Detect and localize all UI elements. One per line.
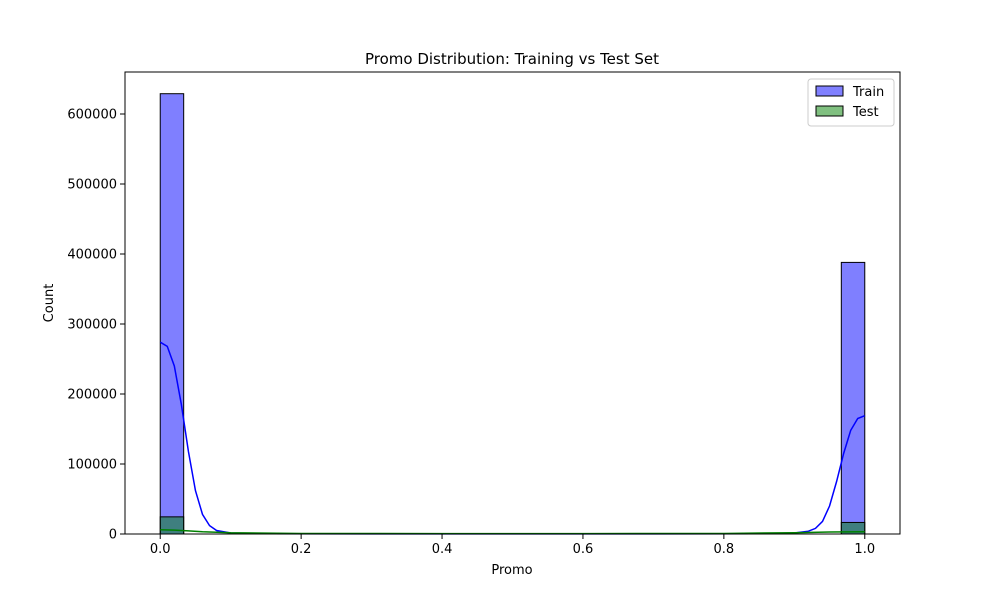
y-tick-label: 0	[109, 528, 117, 543]
y-tick-label: 500000	[67, 178, 117, 193]
x-axis: 0.0 0.2 0.4 0.6 0.8 1.0	[150, 534, 875, 557]
y-tick-label: 600000	[67, 108, 117, 123]
plot-kde	[159, 341, 866, 535]
kde-line-train	[159, 341, 866, 535]
x-axis-label: Promo	[491, 563, 532, 578]
legend-swatch-train	[815, 85, 844, 97]
chart-title: Promo Distribution: Training vs Test Set	[365, 50, 659, 68]
legend-label-test: Test	[852, 105, 879, 120]
y-tick-label: 200000	[67, 388, 117, 403]
y-axis: 0 100000 200000 300000 400000 500000 600000	[67, 108, 125, 543]
legend: Train Test	[807, 78, 895, 127]
x-tick-label: 0.6	[573, 542, 594, 557]
y-tick-label: 300000	[67, 318, 117, 333]
kde-line-test	[160, 529, 865, 535]
bar-train-0	[159, 93, 185, 535]
x-tick-label: 0.0	[150, 542, 171, 557]
legend-swatch-test	[815, 105, 844, 117]
x-tick-label: 0.8	[714, 542, 735, 557]
x-tick-label: 0.2	[291, 542, 312, 557]
bar-train-1	[840, 261, 866, 535]
x-tick-label: 1.0	[854, 542, 875, 557]
legend-label-train: Train	[852, 85, 884, 100]
plot-bars	[159, 93, 866, 535]
bar-test-0	[159, 516, 185, 535]
y-axis-label: Count	[42, 284, 57, 323]
x-tick-label: 0.4	[432, 542, 453, 557]
plot-area-frame	[124, 71, 901, 535]
y-tick-label: 100000	[67, 458, 117, 473]
y-tick-label: 400000	[67, 248, 117, 263]
